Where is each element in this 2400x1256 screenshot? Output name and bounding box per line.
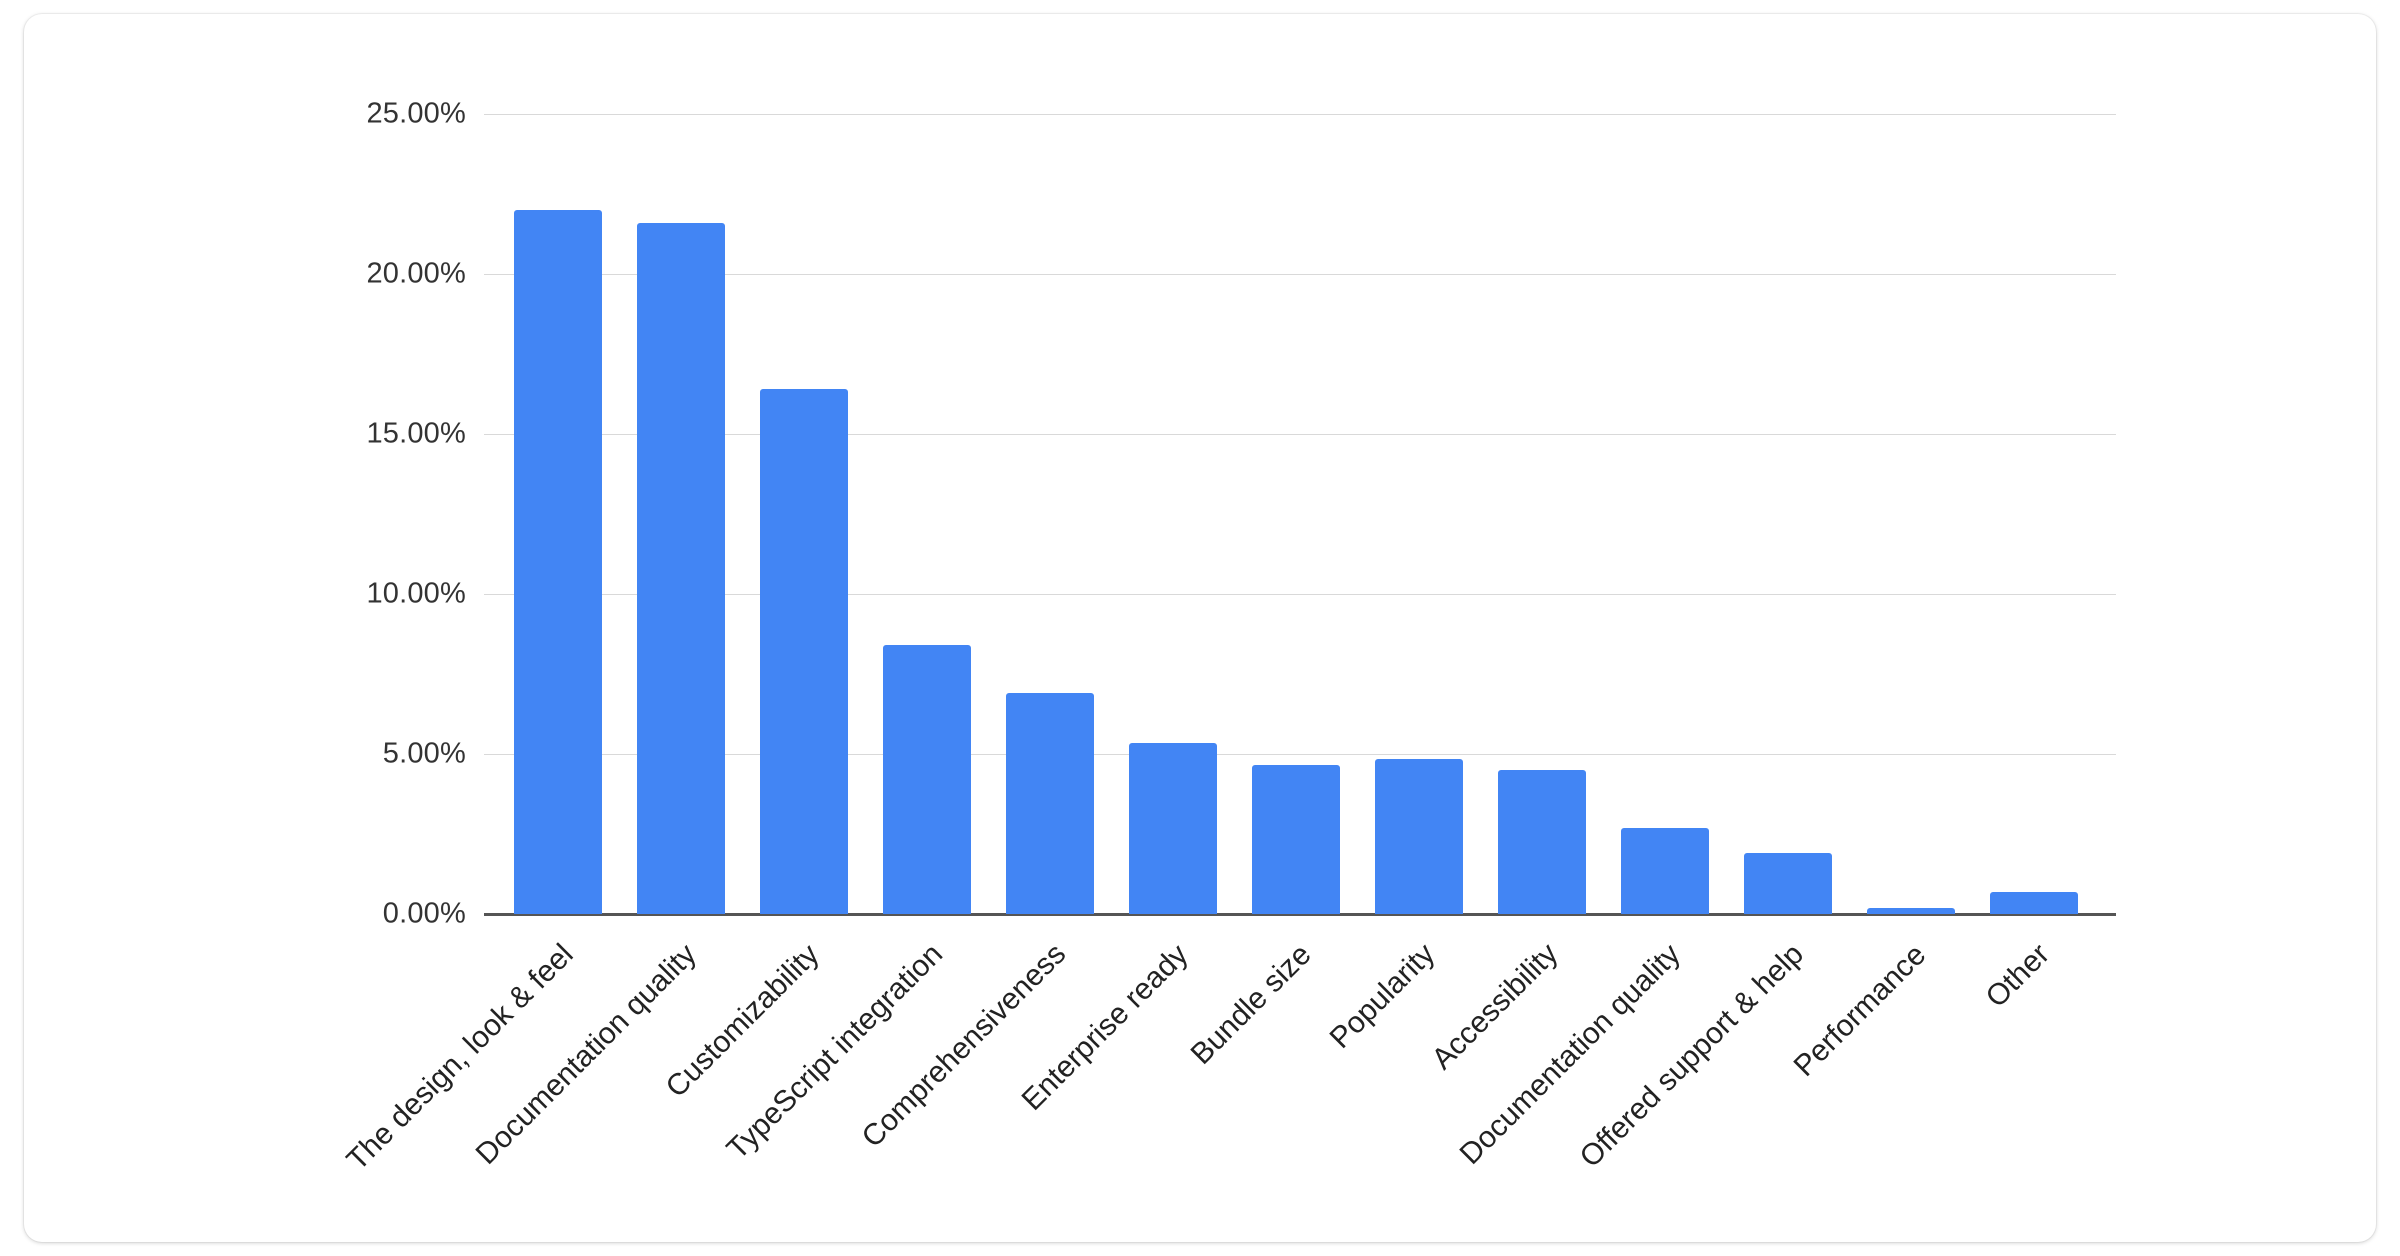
gridline-5.00% [484, 754, 2116, 755]
bar-slot [637, 14, 760, 914]
bar[interactable] [1990, 891, 2078, 914]
x-axis-tick-label: Performance [1787, 937, 1933, 1083]
x-axis-tick-label: Bundle size [1184, 937, 1318, 1071]
bar-slot [1129, 14, 1252, 914]
bar-slot [760, 14, 883, 914]
bar[interactable] [1498, 770, 1586, 914]
bar-slot [1498, 14, 1621, 914]
bar-slot [1990, 14, 2113, 914]
bar-slot [1744, 14, 1867, 914]
y-axis-tick-label: 15.00% [366, 417, 466, 450]
bar-slot [1621, 14, 1744, 914]
y-axis-tick-label: 20.00% [366, 257, 466, 290]
x-axis-tick-label: Offered support & help [1573, 937, 1811, 1174]
bar[interactable] [637, 222, 725, 914]
x-axis-tick-label: Documentation quality [469, 937, 703, 1171]
bar[interactable] [514, 210, 602, 914]
bar[interactable] [1744, 853, 1832, 914]
gridline-25.00% [484, 114, 2116, 115]
bar[interactable] [760, 389, 848, 914]
chart-card: 0.00% 5.00% 10.00% 15.00% 20.00% 25.00% The d… [24, 14, 2376, 1242]
x-axis-line [484, 913, 2116, 916]
bar-series [514, 14, 2114, 914]
gridline-20.00% [484, 274, 2116, 275]
bar[interactable] [1375, 758, 1463, 914]
bar[interactable] [1252, 765, 1340, 914]
x-axis-tick-label: TypeScript integration [720, 937, 950, 1166]
bar-slot [1375, 14, 1498, 914]
bar-slot [883, 14, 1006, 914]
y-axis-tick-label: 5.00% [382, 737, 466, 770]
bar[interactable] [1129, 742, 1217, 914]
gridline-10.00% [484, 594, 2116, 595]
x-axis-tick-label: The design, look & feel [340, 937, 581, 1177]
bar[interactable] [1621, 827, 1709, 914]
y-axis-tick-label: 0.00% [382, 897, 466, 930]
bar[interactable] [883, 645, 971, 914]
bar-slot [514, 14, 637, 914]
bar-slot [1252, 14, 1375, 914]
bar-chart: 0.00% 5.00% 10.00% 15.00% 20.00% 25.00% The d… [24, 14, 2376, 1242]
x-axis-tick-label: Popularity [1323, 937, 1442, 1055]
x-axis-tick-label: Other [1979, 937, 2056, 1014]
x-axis-tick-label: Documentation quality [1453, 937, 1687, 1171]
x-axis-tick-label: Comprehensiveness [855, 937, 1073, 1154]
x-axis-tick-label: Accessibility [1425, 937, 1565, 1077]
bar[interactable] [1006, 693, 1094, 914]
y-axis-tick-label: 10.00% [366, 577, 466, 610]
bar-slot [1006, 14, 1129, 914]
gridline-15.00% [484, 434, 2116, 435]
bar[interactable] [1867, 907, 1955, 914]
y-axis-tick-label: 25.00% [366, 97, 466, 130]
bar-slot [1867, 14, 1990, 914]
